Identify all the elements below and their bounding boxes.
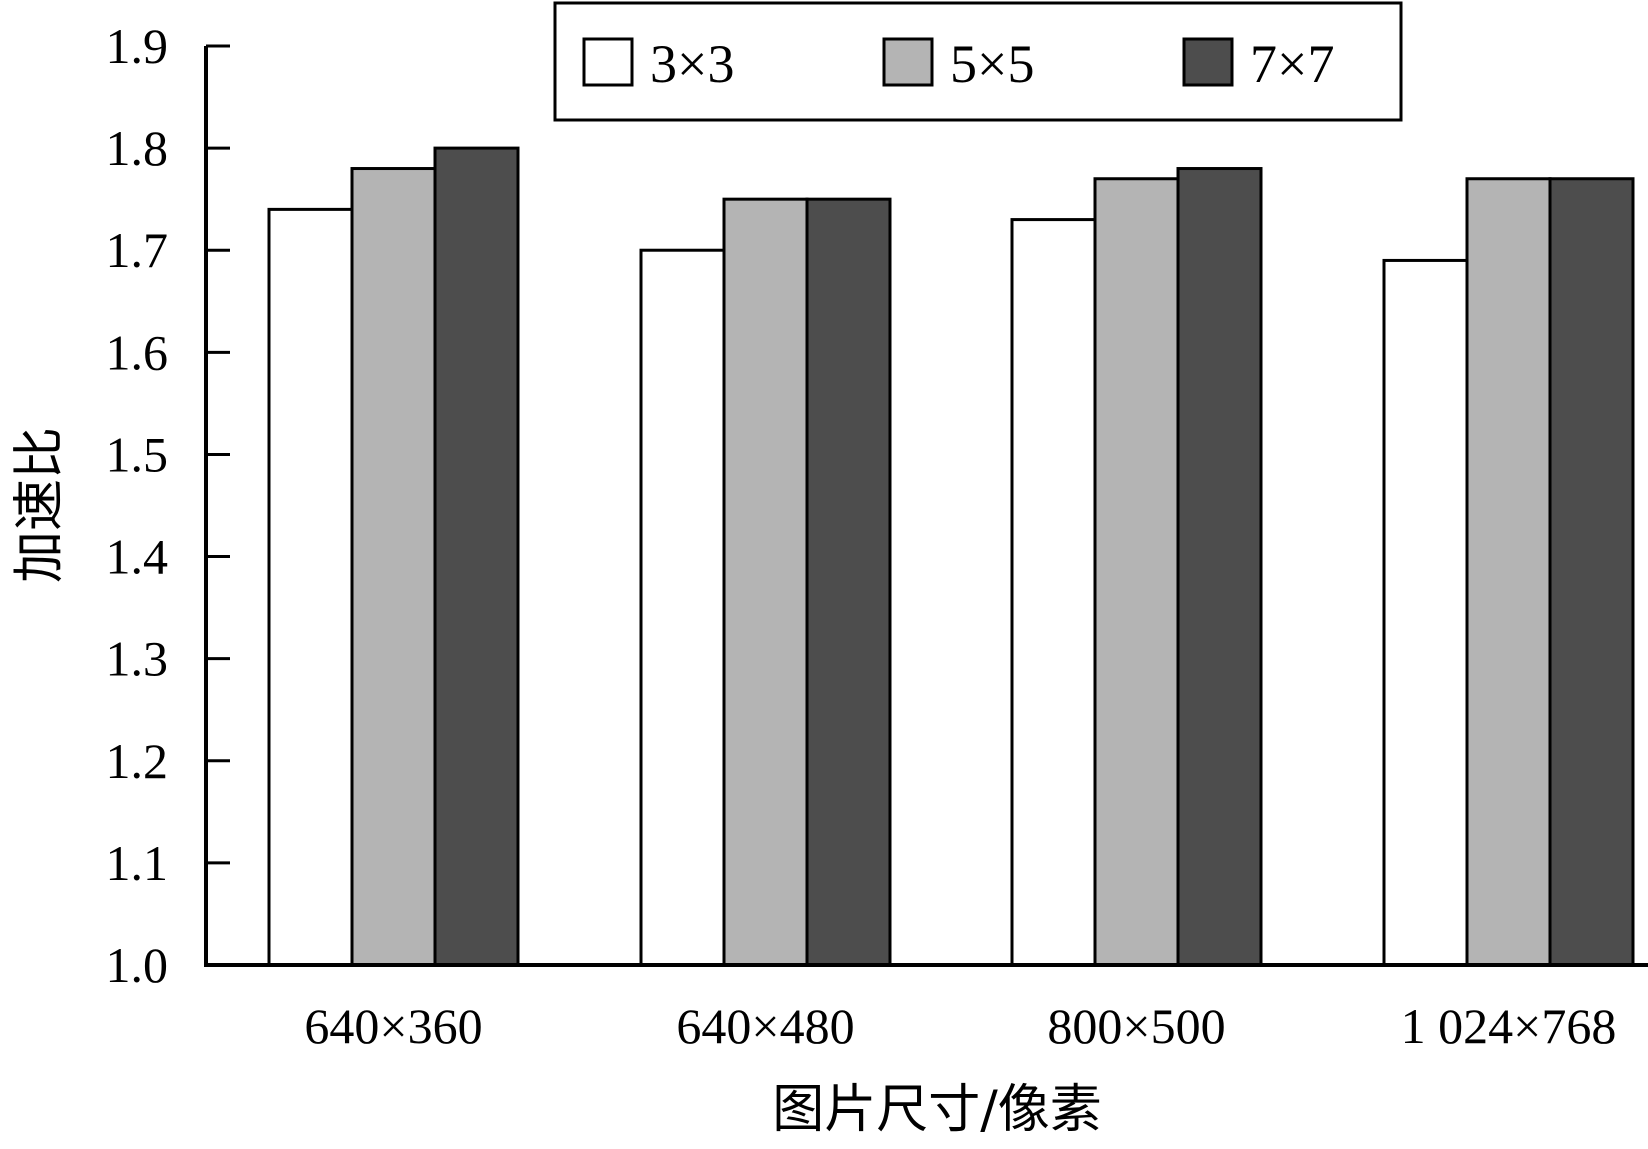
bar-5×5-640×360 [350,167,437,967]
bar-5×5-1 024×768 [1465,177,1552,967]
y-tick-label: 1.1 [106,835,169,891]
y-tick-label: 1.0 [106,937,169,993]
y-axis-ticks: 1.0 1.1 1.2 1.3 1.4 1.5 1.6 1.7 1.8 1.9 [106,18,230,993]
x-tick-label: 640×360 [304,998,482,1054]
y-tick-label: 1.3 [106,631,169,687]
bar-7×7-1 024×768 [1548,177,1635,967]
y-tick-label: 1.5 [106,426,169,482]
bar-7×7-800×500 [1176,167,1263,967]
bar-3×3-800×500 [1010,218,1097,967]
legend: 3×3 5×5 7×7 [553,1,1403,122]
x-tick-label: 1 024×768 [1401,998,1617,1054]
bar-5×5-800×500 [1093,177,1180,967]
legend-label: 5×5 [950,34,1034,94]
y-tick-label: 1.8 [106,120,169,176]
bar-5×5-640×480 [722,197,809,967]
bar-3×3-640×360 [267,207,354,967]
y-tick-label: 1.9 [106,18,169,74]
legend-swatch [882,37,934,87]
bar-7×7-640×360 [433,146,520,967]
y-tick-label: 1.2 [106,733,169,789]
legend-box [553,1,1403,122]
legend-label: 3×3 [650,34,734,94]
x-tick-label: 800×500 [1047,998,1225,1054]
x-axis-ticks: 640×360 640×480 800×500 1 024×768 [304,998,1616,1054]
bar-3×3-640×480 [639,248,726,967]
x-axis-title: 图片尺寸/像素 [772,1080,1102,1140]
y-tick-label: 1.4 [106,529,169,585]
y-axis-title: 加速比 [10,427,70,583]
x-tick-label: 640×480 [676,998,854,1054]
legend-swatch [582,37,634,87]
bar-3×3-1 024×768 [1382,258,1469,967]
bar-7×7-640×480 [805,197,892,967]
legend-label: 7×7 [1250,34,1334,94]
y-tick-label: 1.7 [106,222,169,278]
bars-group [267,146,1635,967]
y-tick-label: 1.6 [106,324,169,380]
legend-swatch [1182,37,1234,87]
